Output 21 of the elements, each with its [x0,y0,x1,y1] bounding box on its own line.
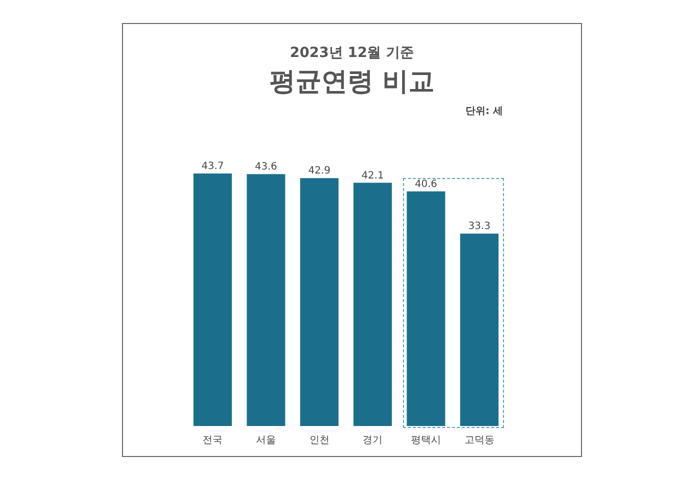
data-label: 33.3 [468,221,490,232]
data-label: 42.1 [362,170,384,182]
x-tick-label: 서울 [256,434,276,446]
bar [406,191,446,426]
bar [193,174,232,426]
data-label: 40.6 [414,179,438,190]
chart-subtitle: 2023년 12월 기준 [288,44,416,62]
x-tick-label: 평택시 [411,434,441,446]
bar [300,178,339,426]
data-label: 42.9 [308,166,330,177]
bar [353,182,392,426]
text: 단위: 세 [466,105,503,118]
data-label: 43.7 [202,161,224,172]
data-label: 43.6 [254,162,278,173]
bar [460,234,499,426]
x-tick-label: 인천 [309,434,330,446]
bar [246,174,286,426]
x-tick-label: 고덕동 [464,434,494,446]
x-tick-label: 경기 [362,434,383,446]
x-tick-label: 전국 [202,434,223,446]
chart-title: 평균연령 비교 [268,66,436,99]
